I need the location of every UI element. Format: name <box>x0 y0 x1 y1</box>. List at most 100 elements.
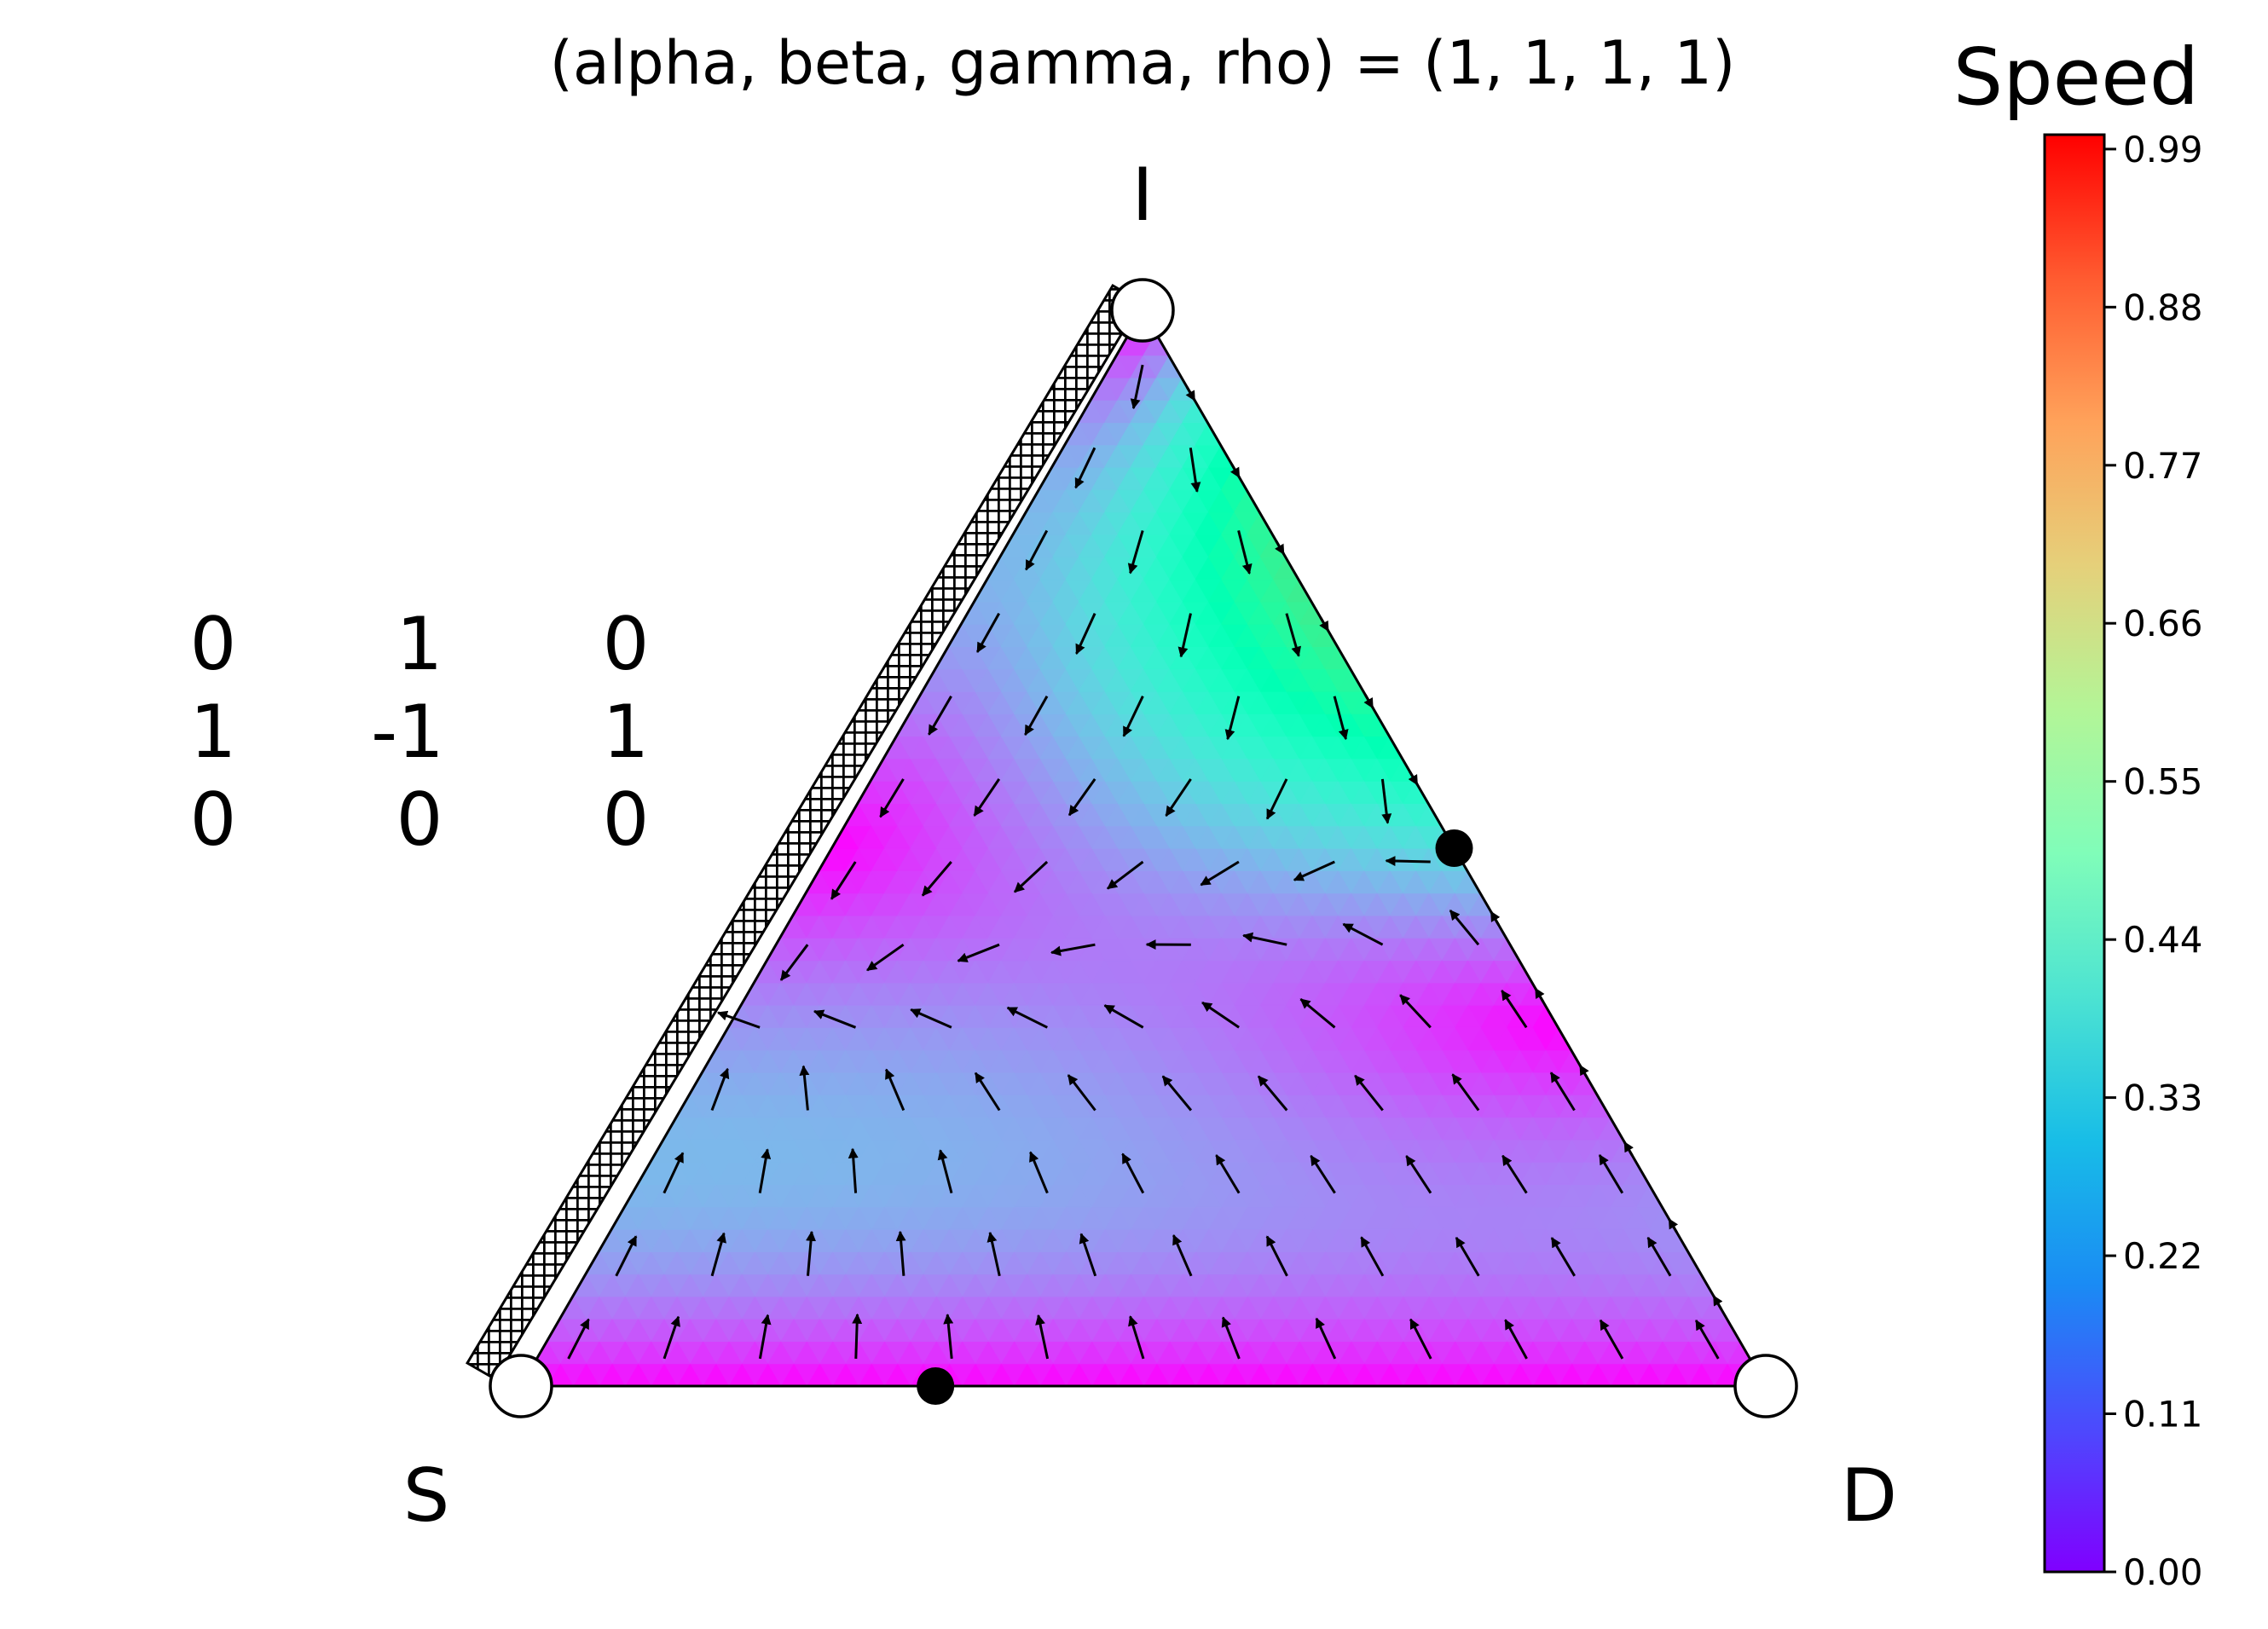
edge-arrow <box>1319 616 1330 633</box>
vector-arrow <box>910 1008 952 1029</box>
vector-arrow <box>921 861 952 897</box>
colorbar-gradient <box>2043 133 2106 1574</box>
vector-arrow <box>1501 990 1528 1029</box>
vertex-label-i: I <box>1131 153 1153 238</box>
vector-arrow <box>1067 1074 1096 1112</box>
vector-arrow <box>1599 1319 1624 1360</box>
vector-arrow <box>662 1315 680 1360</box>
vector-arrow <box>957 943 1000 962</box>
unstable-fixed-point <box>489 1354 553 1418</box>
vector-arrow <box>716 1010 761 1029</box>
vector-arrow <box>813 1009 857 1029</box>
stable-fixed-point <box>1435 829 1473 867</box>
colorbar-tick-label: 0.55 <box>2123 761 2203 803</box>
matrix-cell: 0 <box>603 777 650 863</box>
vector-arrow <box>1172 1233 1193 1277</box>
edge-arrow <box>1363 693 1374 709</box>
colorbar-title: Speed <box>1953 32 2199 123</box>
vector-arrow <box>799 1065 810 1111</box>
vector-arrow <box>1029 1151 1049 1194</box>
vector-arrow <box>710 1232 726 1277</box>
vector-arrow <box>1293 860 1335 881</box>
vector-arrow <box>1127 529 1144 575</box>
vector-arrow <box>1050 943 1096 956</box>
vector-arrow <box>974 1072 1001 1112</box>
vector-arrow <box>1504 1319 1528 1360</box>
vector-arrow <box>1451 1073 1480 1112</box>
vector-arrow <box>1694 1319 1720 1360</box>
vector-arrow <box>1455 1236 1480 1277</box>
vector-arrow <box>779 944 809 981</box>
vector-arrow <box>1013 860 1049 893</box>
vector-arrow <box>1299 997 1336 1029</box>
vector-field-arrows <box>567 364 1723 1360</box>
chart-title: (alpha, beta, gamma, rho) = (1, 1, 1, 1) <box>550 28 1736 98</box>
fixed-points <box>489 278 1798 1418</box>
hatched-boundary-band <box>466 283 1143 1382</box>
unstable-fixed-point <box>1110 278 1175 343</box>
matrix-cell: 1 <box>396 602 443 687</box>
vector-arrow <box>986 1231 1001 1277</box>
vector-arrow <box>1265 1235 1288 1277</box>
vector-arrow <box>1200 860 1240 887</box>
vector-arrow <box>1074 447 1096 489</box>
vector-arrow <box>943 1314 954 1360</box>
vector-arrow <box>1221 1316 1241 1360</box>
vector-arrow <box>1006 1006 1048 1029</box>
matrix-cell: -1 <box>371 690 444 775</box>
edge-arrow <box>1275 540 1285 556</box>
unstable-fixed-point <box>1733 1354 1798 1418</box>
colorbar-tick-label: 0.00 <box>2123 1551 2203 1593</box>
vector-arrow <box>1024 695 1049 737</box>
edge-arrow <box>1578 1064 1589 1080</box>
colorbar-tick-label: 0.44 <box>2123 919 2203 961</box>
vertex-label-d: D <box>1841 1453 1897 1539</box>
vector-arrow <box>1385 856 1431 867</box>
colorbar-tick-label: 0.77 <box>2123 445 2203 487</box>
vector-arrow <box>879 778 905 818</box>
colorbar: Speed 0.000.110.220.330.440.550.660.770.… <box>1953 32 2203 1593</box>
speed-heatmap <box>519 309 1768 1388</box>
vector-arrow <box>758 1314 772 1360</box>
vector-arrow <box>928 695 952 736</box>
vector-arrow <box>885 1068 905 1112</box>
vector-arrow <box>1107 860 1144 890</box>
colorbar-tick-label: 0.99 <box>2123 129 2203 170</box>
vector-arrow <box>1598 1153 1624 1194</box>
vector-arrow <box>1257 1075 1288 1112</box>
vector-arrow <box>1550 1237 1576 1277</box>
vector-arrow <box>1405 1155 1432 1194</box>
vector-arrow <box>1122 696 1144 737</box>
vector-arrow <box>615 1235 638 1277</box>
vector-arrow <box>758 1148 772 1193</box>
edge-arrow <box>1623 1141 1634 1157</box>
matrix-cell: 0 <box>190 777 237 863</box>
matrix-cell: 1 <box>603 690 650 775</box>
colorbar-ticks: 0.00 0.11 0.22 0.33 0.44 0.55 0.66 0.77 0.88 0.99 <box>2104 129 2203 1593</box>
vector-arrow <box>662 1152 685 1194</box>
vector-arrow <box>1035 1314 1050 1360</box>
matrix-cell: 0 <box>603 602 650 687</box>
vector-arrow <box>1189 448 1201 493</box>
vector-arrow <box>1025 529 1049 571</box>
vector-arrow <box>1310 1154 1336 1194</box>
colorbar-tick-label: 0.66 <box>2123 603 2203 644</box>
vector-arrow <box>710 1067 730 1112</box>
vector-arrow <box>1215 1154 1241 1194</box>
vector-arrow <box>1549 1072 1576 1112</box>
vector-arrow <box>973 778 1001 817</box>
vector-arrow <box>567 1318 590 1360</box>
vector-arrow <box>1103 1004 1144 1029</box>
vector-arrow <box>1285 613 1301 657</box>
vector-arrow <box>1165 778 1192 817</box>
edge-arrow <box>1408 771 1419 786</box>
vector-arrow <box>1409 1318 1432 1360</box>
colorbar-tick-label: 0.88 <box>2123 286 2203 328</box>
vector-arrow <box>975 612 1001 653</box>
vector-arrow <box>806 1230 817 1276</box>
edge-arrow <box>1534 987 1545 1003</box>
vector-arrow <box>866 943 905 972</box>
vector-arrow <box>848 1147 859 1193</box>
vector-arrow <box>852 1313 863 1359</box>
colorbar-tick-label: 0.33 <box>2123 1077 2203 1119</box>
